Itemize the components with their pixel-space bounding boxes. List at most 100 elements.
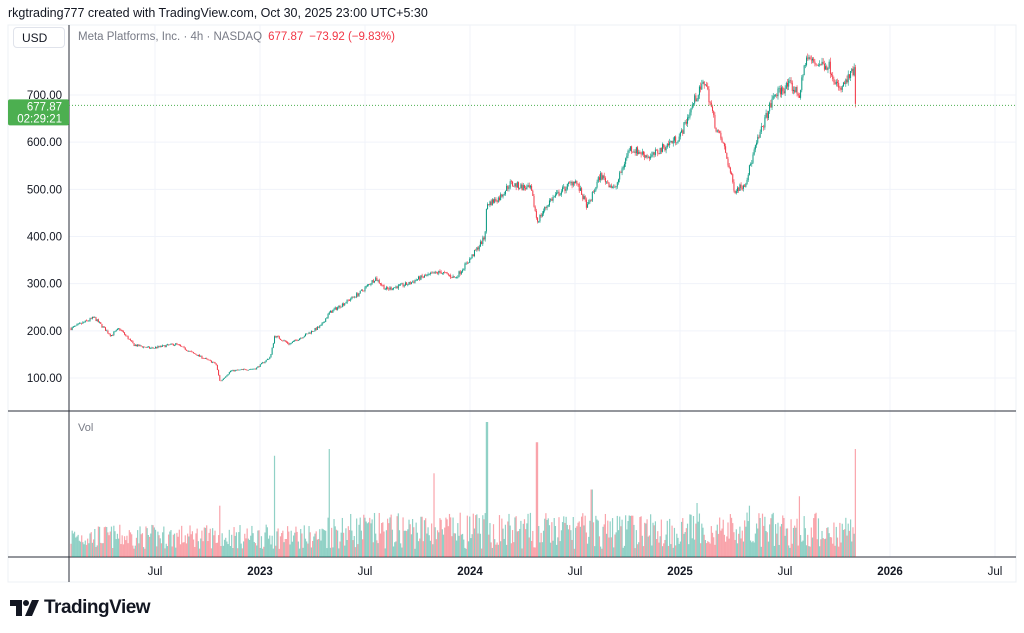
volume-bar	[225, 537, 227, 557]
volume-bar	[506, 544, 508, 557]
candle-body	[752, 154, 754, 163]
volume-bar	[87, 538, 89, 557]
candle-body	[721, 138, 723, 143]
candle-body	[212, 362, 214, 363]
candle-body	[644, 154, 646, 158]
candle-body	[591, 192, 593, 201]
candle-body	[316, 326, 318, 330]
volume-bar	[461, 533, 464, 557]
candle-body	[762, 126, 764, 127]
candle-body	[767, 111, 769, 118]
candle-body	[772, 96, 774, 99]
candle-body	[225, 376, 227, 378]
candle-body	[127, 336, 129, 340]
candle-body	[520, 184, 522, 189]
candle-body	[276, 335, 278, 338]
candle-body	[850, 71, 852, 78]
candle-body	[375, 277, 377, 282]
candle-body	[206, 358, 208, 359]
volume-bar	[267, 538, 270, 557]
volume-bar	[790, 519, 792, 557]
candle-body	[833, 78, 835, 83]
candle-body	[578, 183, 580, 191]
candle-body	[193, 352, 195, 354]
volume-bar	[419, 538, 421, 557]
volume-bar	[486, 422, 489, 557]
candle-body	[848, 74, 850, 78]
candle-body	[508, 187, 510, 189]
volume-bar	[441, 529, 443, 557]
volume-bar	[667, 545, 670, 557]
volume-bar	[467, 541, 470, 557]
volume-bar	[116, 533, 119, 557]
volume-bar	[386, 518, 389, 557]
volume-bar	[306, 541, 308, 557]
volume-bar	[338, 548, 340, 557]
candle-body	[451, 277, 453, 278]
volume-bar	[303, 525, 305, 557]
volume-bar	[603, 524, 605, 557]
candle-body	[471, 254, 473, 258]
candle-body	[614, 186, 616, 188]
candle-body	[608, 182, 610, 188]
volume-bar	[766, 532, 768, 557]
volume-bar	[157, 531, 159, 557]
candle-body	[256, 367, 258, 370]
volume-bar	[758, 513, 760, 557]
volume-bar	[285, 538, 288, 557]
candle-body	[853, 67, 855, 76]
volume-bar	[431, 523, 433, 557]
volume-bar	[573, 548, 576, 557]
candle-body	[698, 86, 700, 96]
volume-bar	[696, 503, 698, 557]
candle-body	[601, 173, 603, 180]
volume-bar	[707, 541, 709, 557]
candle-body	[568, 182, 570, 184]
volume-bar	[604, 513, 607, 557]
volume-bar	[428, 535, 430, 557]
candle-body	[435, 271, 437, 273]
candle-body	[754, 145, 756, 150]
candle-body	[413, 281, 415, 283]
candle-body	[495, 198, 497, 202]
volume-bar	[207, 541, 209, 557]
candle-body	[829, 61, 831, 74]
candle-body	[782, 87, 784, 92]
candle-body	[642, 151, 644, 155]
candle-body	[769, 103, 771, 112]
volume-bar	[670, 544, 672, 557]
candle-body	[270, 354, 272, 358]
volume-bar	[694, 539, 696, 557]
tradingview-logo[interactable]: TradingView	[10, 597, 151, 619]
candle-body	[297, 340, 299, 341]
candle-body	[402, 283, 404, 287]
volume-bar	[445, 517, 447, 557]
candle-body	[765, 113, 767, 118]
candle-body	[563, 186, 565, 188]
volume-bar	[578, 521, 580, 557]
candle-body	[149, 346, 151, 349]
candle-body	[669, 142, 671, 146]
candle-body	[108, 333, 110, 335]
candle-body	[619, 172, 621, 180]
volume-bar	[772, 512, 774, 557]
volume-bar	[191, 531, 194, 557]
candle-body	[390, 287, 392, 290]
candle-body	[639, 151, 641, 154]
volume-bar	[138, 543, 140, 557]
candle-body	[650, 156, 652, 159]
candle-body	[421, 275, 423, 277]
volume-bar	[503, 538, 505, 557]
candle-body	[841, 86, 843, 90]
candle-body	[120, 329, 122, 331]
volume-bar	[288, 531, 290, 557]
volume-bar	[692, 516, 695, 557]
candle-body	[370, 283, 372, 285]
x-tick-label: Jul	[358, 566, 373, 578]
candle-body	[293, 341, 295, 342]
volume-bar	[200, 538, 202, 557]
volume-bar	[341, 517, 343, 557]
x-tick-label: Jul	[778, 566, 793, 578]
currency-button[interactable]: USD	[13, 27, 65, 48]
